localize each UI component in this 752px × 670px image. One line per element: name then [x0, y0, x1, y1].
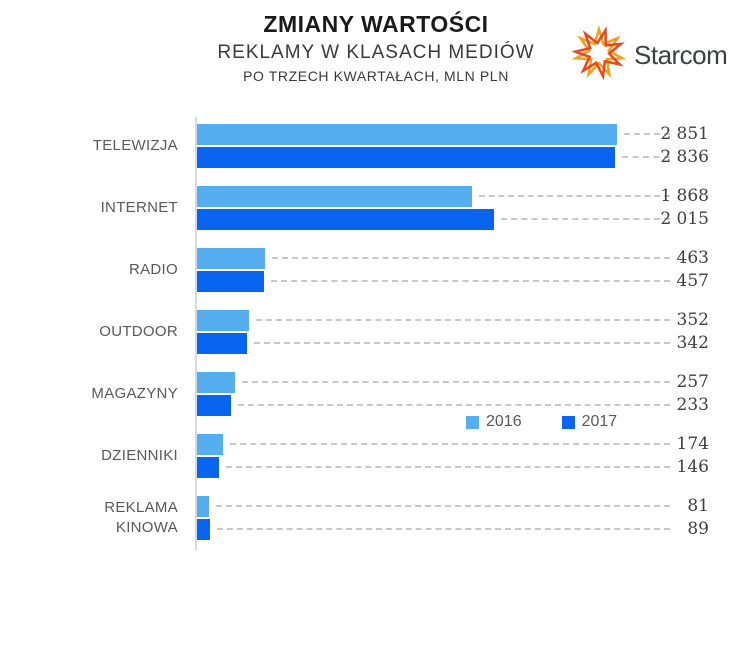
leader-line-2017-telewizja [622, 156, 670, 158]
legend-label-2016: 2016 [486, 413, 522, 430]
value-label-2017-internet: 2 015 [660, 209, 709, 229]
category-label-telewizja: TELEWIZJA [92, 136, 178, 154]
legend-swatch-2016 [466, 415, 479, 429]
value-label-2017-reklama-kinowa: 89 [687, 519, 709, 539]
legend-item-2017: 2017 [561, 413, 618, 431]
leader-line-2016-magazyny [242, 381, 670, 383]
value-label-2016-internet: 1 868 [660, 186, 709, 206]
category-label-magazyny: MAGAZYNY [91, 384, 178, 402]
bar-2017-telewizja [197, 147, 615, 168]
starburst-icon [571, 25, 627, 85]
bar-2017-dzienniki [197, 457, 219, 478]
leader-line-2017-outdoor [254, 342, 670, 344]
legend-item-2016: 2016 [466, 413, 522, 431]
bar-2016-internet [197, 186, 472, 207]
starcom-logo: Starcom [571, 25, 728, 85]
legend-label-2017: 2017 [581, 413, 618, 430]
title-block: ZMIANY WARTOŚCI REKLAMY W KLASACH MEDIÓW… [0, 10, 752, 87]
value-label-2017-dzienniki: 146 [676, 457, 709, 477]
value-label-2016-outdoor: 352 [676, 310, 709, 330]
value-label-2016-reklama-kinowa: 81 [687, 496, 709, 516]
category-label-outdoor: OUTDOOR [99, 322, 178, 340]
bar-2016-telewizja [197, 124, 617, 145]
leader-line-2016-telewizja [624, 133, 670, 135]
value-label-2016-magazyny: 257 [676, 372, 709, 392]
bar-2017-outdoor [197, 333, 247, 354]
bar-2016-magazyny [197, 372, 235, 393]
bar-2017-magazyny [197, 395, 231, 416]
leader-line-2016-outdoor [256, 319, 670, 321]
chart-subtitle-units: PO TRZECH KWARTAŁACH, MLN PLN [243, 68, 509, 85]
chart-subtitle: REKLAMY W KLASACH MEDIÓW [217, 41, 535, 63]
leader-line-2017-dzienniki [226, 466, 670, 468]
leader-line-2017-reklama-kinowa [217, 528, 670, 530]
leader-line-2017-radio [271, 280, 670, 282]
value-label-2017-telewizja: 2 836 [660, 147, 709, 167]
value-label-2016-radio: 463 [676, 248, 709, 268]
legend-swatch-2017 [561, 415, 575, 429]
leader-line-2016-reklama-kinowa [216, 505, 670, 507]
bar-2016-dzienniki [197, 434, 223, 455]
leader-line-2016-radio [272, 257, 670, 259]
category-label-reklama-kinowa: REKLAMA KINOWA [104, 498, 178, 536]
value-label-2017-radio: 457 [676, 271, 709, 291]
chart-legend: 2016 2017 [466, 413, 617, 431]
bar-2016-reklama-kinowa [197, 496, 209, 517]
bar-2016-outdoor [197, 310, 249, 331]
leader-line-2017-magazyny [238, 404, 670, 406]
bar-2016-radio [197, 248, 265, 269]
bar-2017-reklama-kinowa [197, 519, 210, 540]
value-label-2016-telewizja: 2 851 [660, 124, 709, 144]
category-axis-line [195, 117, 197, 550]
value-label-2017-magazyny: 233 [676, 395, 709, 415]
category-label-dzienniki: DZIENNIKI [101, 446, 178, 464]
value-label-2016-dzienniki: 174 [676, 434, 709, 454]
starcom-wordmark: Starcom [634, 40, 728, 70]
category-label-radio: RADIO [128, 260, 178, 278]
leader-line-2017-internet [501, 218, 670, 220]
bar-2017-internet [197, 209, 494, 230]
leader-line-2016-internet [479, 195, 670, 197]
chart-title: ZMIANY WARTOŚCI [263, 11, 489, 37]
value-label-2017-outdoor: 342 [676, 333, 709, 353]
category-label-internet: INTERNET [100, 198, 178, 216]
bar-2017-radio [197, 271, 264, 292]
leader-line-2016-dzienniki [230, 443, 670, 445]
